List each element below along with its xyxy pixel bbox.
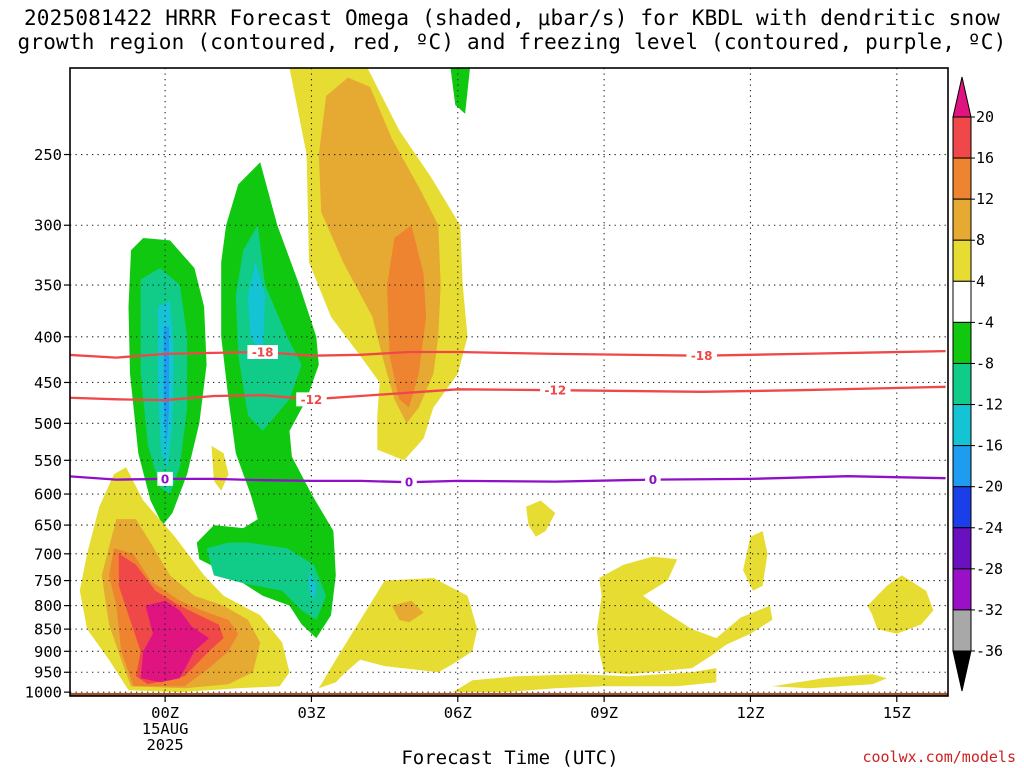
- contour-label-bg--12-1: [540, 383, 571, 398]
- colorbar-label-16: 16: [976, 149, 994, 167]
- omega-region-p4-24: [743, 531, 768, 591]
- y-tick-label-1000: 1000: [25, 684, 62, 702]
- colorbar-box-10: [952, 527, 972, 570]
- omega-region-p8-20: [391, 600, 424, 623]
- contour-label-0-1: 0: [405, 476, 413, 490]
- y-tick-label-950: 950: [34, 664, 62, 682]
- omega-region-p4-23: [452, 668, 717, 693]
- colorbar-label--4: -4: [976, 313, 994, 331]
- colorbar-box-2: [952, 198, 972, 241]
- contour-label-bg-0-1: [401, 475, 417, 490]
- contour-label-bg--12-0: [296, 392, 327, 407]
- colorbar-box-4: [952, 280, 972, 323]
- contour-label--18-0: -18: [252, 346, 274, 360]
- colorbar-box-3: [952, 239, 972, 282]
- omega-region-m4-9: [450, 68, 470, 114]
- x-tick-label-15Z-0: 15Z: [883, 704, 911, 722]
- contour-label-bg-0-2: [645, 472, 661, 487]
- y-tick-label-850: 850: [34, 621, 62, 639]
- y-tick-label-600: 600: [34, 486, 62, 504]
- colorbar-label--20: -20: [976, 478, 1003, 496]
- colorbar-label--8: -8: [976, 354, 994, 372]
- y-tick-label-500: 500: [34, 415, 62, 433]
- colorbar-box-1: [952, 157, 972, 200]
- contour-line--12-1: [70, 385, 946, 402]
- colorbar-box-8: [952, 445, 972, 488]
- omega-region-p4-22: [596, 556, 773, 675]
- x-tick-label-12Z-0: 12Z: [736, 704, 764, 722]
- colorbar-box-9: [952, 486, 972, 529]
- contour-label-0-2: 0: [649, 473, 657, 487]
- dotted-gridlines: [70, 68, 948, 696]
- omega-colorbar: 20 16 12 8 4 -4 -8 -12 -16 -20 -24 -28 -32 -36: [952, 76, 1003, 692]
- omega-region-m12-7: [248, 262, 266, 356]
- colorbar-label-12: 12: [976, 190, 994, 208]
- y-tick-label-350: 350: [34, 277, 62, 295]
- y-tick-label-800: 800: [34, 597, 62, 615]
- colorbar-label--32: -32: [976, 601, 1003, 619]
- contour-label--12-0: -12: [301, 393, 323, 407]
- y-tick-label-550: 550: [34, 452, 62, 470]
- colorbar-bottom-triangle: [952, 650, 972, 692]
- contour-label-0-0: 0: [161, 472, 169, 486]
- colorbar-box-6: [952, 362, 972, 406]
- temperature-contours: -18 -18 -12 -12 0 0 0: [70, 345, 946, 490]
- y-tick-label-750: 750: [34, 572, 62, 590]
- contour-label--18-1: -18: [691, 349, 713, 363]
- colorbar-label-8: 8: [976, 231, 985, 249]
- colorbar-label-4: 4: [976, 272, 985, 290]
- contour-label--12-1: -12: [544, 384, 566, 398]
- omega-region-p4-26: [867, 575, 934, 634]
- colorbar-box-12: [952, 609, 972, 652]
- omega-region-p4-21: [526, 500, 556, 537]
- x-tick-label-00Z-0: 00Z: [151, 704, 179, 722]
- ground-layer: [70, 692, 948, 696]
- chart-title-line-1: 2025081422 HRRR Forecast Omega (shaded, …: [23, 6, 1001, 30]
- colorbar-label--36: -36: [976, 642, 1003, 660]
- colorbar-box-5: [952, 321, 972, 364]
- omega-region-p20-14: [140, 600, 209, 683]
- y-tick-label-900: 900: [34, 643, 62, 661]
- colorbar-label--16: -16: [976, 437, 1003, 455]
- contour-label-bg--18-1: [686, 348, 717, 363]
- x-tick-label-09Z-0: 09Z: [590, 704, 618, 722]
- x-axis-label: Forecast Time (UTC): [401, 747, 618, 768]
- y-tick-label-700: 700: [34, 545, 62, 563]
- y-tick-label-400: 400: [34, 328, 62, 346]
- y-tick-label-450: 450: [34, 374, 62, 392]
- omega-region-m16-3: [163, 327, 169, 446]
- x-tick-label-00Z-2: 2025: [146, 736, 183, 754]
- omega-shading: [79, 68, 934, 693]
- omega-region-m12-8: [309, 570, 317, 601]
- ground-band: [70, 692, 948, 696]
- omega-region-m8-6: [206, 542, 327, 620]
- y-tick-label-650: 650: [34, 517, 62, 535]
- colorbar-box-7: [952, 404, 972, 447]
- pressure-axis: 250 300 350 400 450 500 550 600 650 700 750 800 850 9…: [25, 146, 70, 702]
- x-tick-label-06Z-0: 06Z: [444, 704, 472, 722]
- contour-line-0-2: [70, 475, 946, 484]
- colorbar-top-triangle: [952, 76, 972, 118]
- omega-region-p4-19: [318, 578, 478, 689]
- x-tick-label-00Z-1: 15AUG: [142, 720, 189, 738]
- site-credit: coolwx.com/models: [862, 748, 1016, 766]
- chart-title: 2025081422 HRRR Forecast Omega (shaded, …: [0, 6, 1024, 54]
- y-tick-label-250: 250: [34, 146, 62, 164]
- x-tick-label-03Z-0: 03Z: [297, 704, 325, 722]
- colorbar-label--24: -24: [976, 519, 1003, 537]
- colorbar-box-11: [952, 568, 972, 611]
- y-tick-label-300: 300: [34, 217, 62, 235]
- contour-label-bg-0-0: [157, 471, 173, 486]
- colorbar-box-0: [952, 116, 972, 159]
- colorbar-label--12: -12: [976, 396, 1003, 414]
- colorbar-label-20: 20: [976, 108, 994, 126]
- contour-label-bg--18-0: [247, 345, 278, 360]
- omega-region-p12-17: [387, 225, 427, 408]
- colorbar-label--28: -28: [976, 560, 1003, 578]
- chart-title-line-2: growth region (contoured, red, ºC) and f…: [17, 30, 1007, 54]
- omega-region-p4-25: [772, 674, 887, 689]
